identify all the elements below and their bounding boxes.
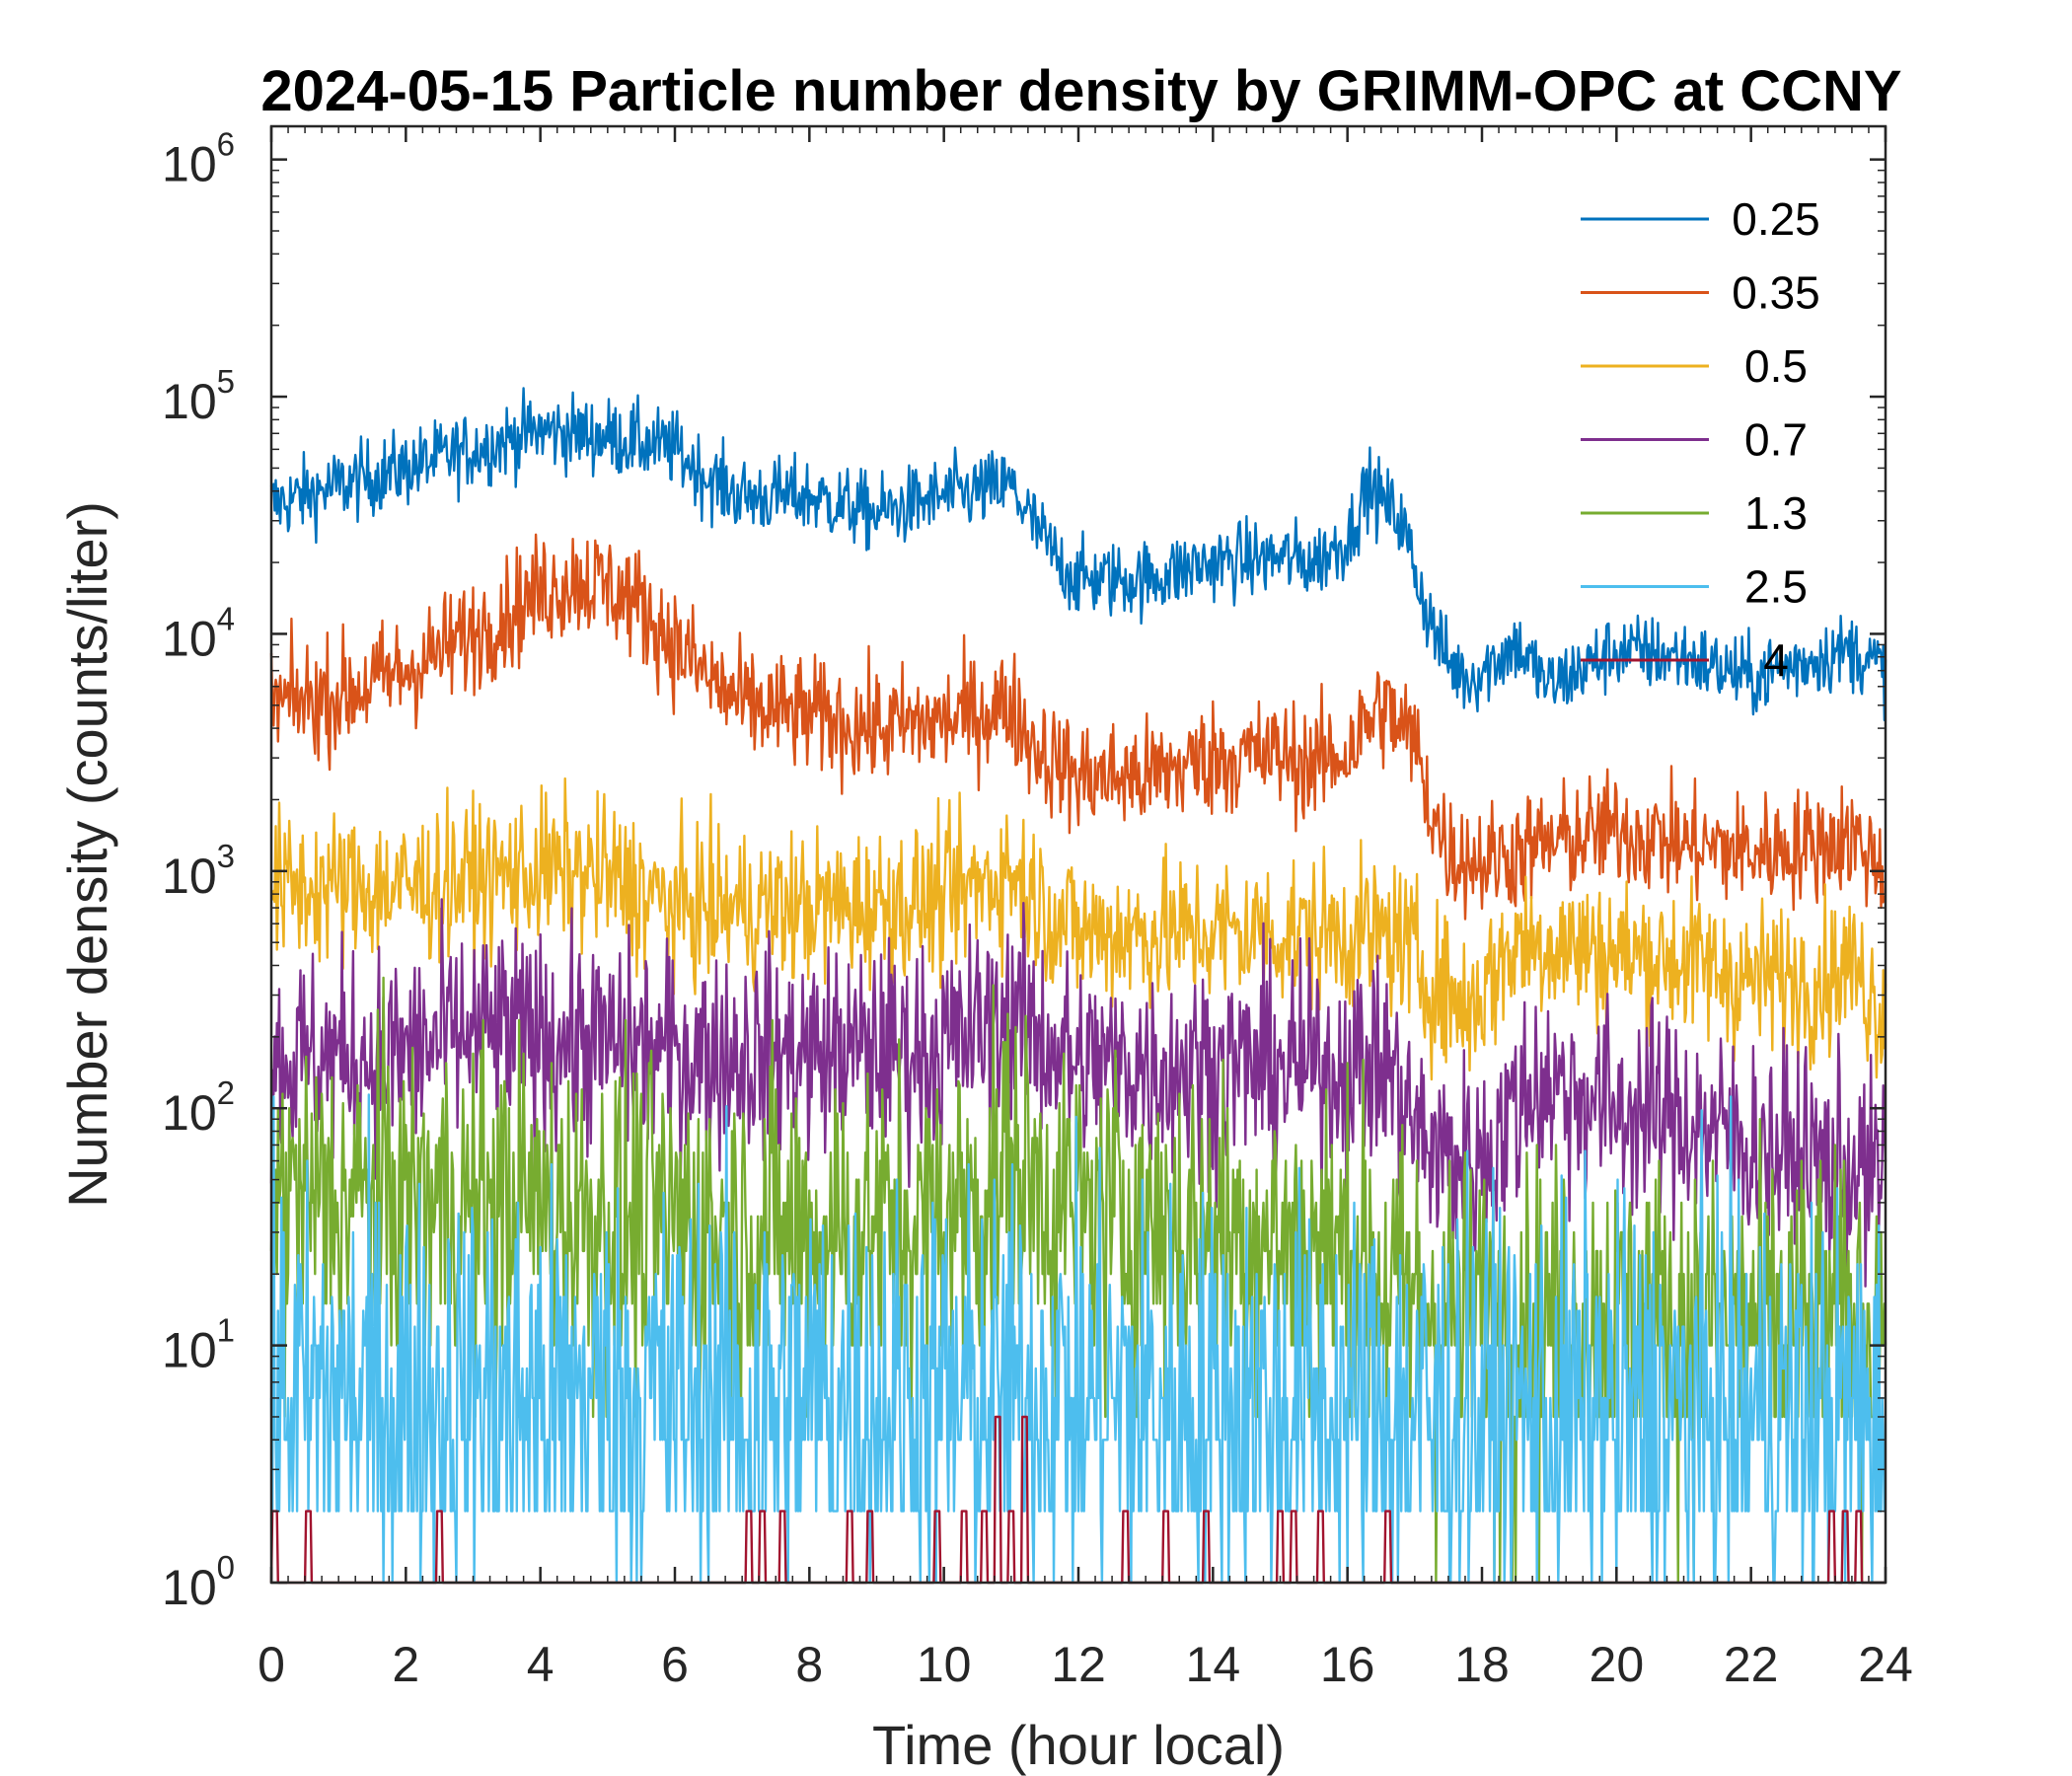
legend-label: 0.5: [1744, 340, 1808, 392]
y-tick-exponent: 5: [217, 363, 235, 400]
y-tick-exponent: 3: [217, 838, 235, 874]
y-tick-label: 100: [162, 1549, 235, 1615]
x-tick-label: 10: [917, 1637, 972, 1692]
y-tick-base: 10: [162, 137, 217, 192]
y-axis-label: Number density (counts/liter): [56, 501, 118, 1208]
y-tick-label: 104: [162, 600, 235, 666]
legend-label: 2.5: [1744, 561, 1808, 613]
legend-label: 0.25: [1732, 193, 1820, 245]
x-tick-label: 24: [1858, 1637, 1913, 1692]
y-tick-exponent: 4: [217, 600, 235, 636]
x-tick-label: 2: [392, 1637, 419, 1692]
x-tick-label: 20: [1590, 1637, 1645, 1692]
x-tick-label: 18: [1454, 1637, 1510, 1692]
y-tick-base: 10: [162, 374, 217, 429]
x-tick-label: 12: [1051, 1637, 1106, 1692]
y-tick-base: 10: [162, 849, 217, 904]
y-tick-label: 102: [162, 1074, 235, 1141]
y-tick-exponent: 1: [217, 1312, 235, 1349]
x-axis-label: Time (hour local): [872, 1714, 1285, 1776]
x-tick-label: 8: [795, 1637, 823, 1692]
y-tick-label: 106: [162, 126, 235, 192]
series-line-0.25: [269, 387, 1887, 722]
y-tick-base: 10: [162, 1085, 217, 1141]
y-tick-label: 103: [162, 838, 235, 904]
x-tick-label: 22: [1724, 1637, 1779, 1692]
chart-title: 2024-05-15 Particle number density by GR…: [260, 59, 1901, 123]
x-tick-label: 16: [1320, 1637, 1375, 1692]
legend-label: 4: [1763, 634, 1789, 686]
legend: 0.25 0.35 0.5 0.7 1.3 2.5 4: [1581, 193, 1820, 686]
series-line-0.5: [270, 777, 1887, 1081]
legend-label: 0.35: [1732, 267, 1820, 319]
y-tick-exponent: 6: [217, 126, 235, 163]
series-line-0.35: [269, 533, 1887, 921]
series-line-0.7: [269, 898, 1887, 1295]
y-tick-label: 105: [162, 363, 235, 429]
legend-label: 0.7: [1744, 414, 1808, 466]
ticks-layer: [269, 126, 1887, 1585]
x-tick-label: 4: [527, 1637, 555, 1692]
y-tick-base: 10: [162, 1323, 217, 1378]
y-tick-exponent: 0: [217, 1549, 235, 1586]
series-layer: [269, 387, 1887, 1585]
x-tick-label: 14: [1186, 1637, 1241, 1692]
x-tick-label: 0: [258, 1637, 285, 1692]
y-tick-base: 10: [162, 1560, 217, 1615]
y-tick-base: 10: [162, 611, 217, 666]
x-tick-label: 6: [661, 1637, 689, 1692]
tick-labels: 0 2 4 6 8 10 12 14 16 18 20 22 241001011021031041051…: [162, 126, 1913, 1692]
legend-label: 1.3: [1744, 487, 1808, 539]
y-tick-label: 101: [162, 1312, 235, 1378]
y-tick-exponent: 2: [217, 1074, 235, 1111]
